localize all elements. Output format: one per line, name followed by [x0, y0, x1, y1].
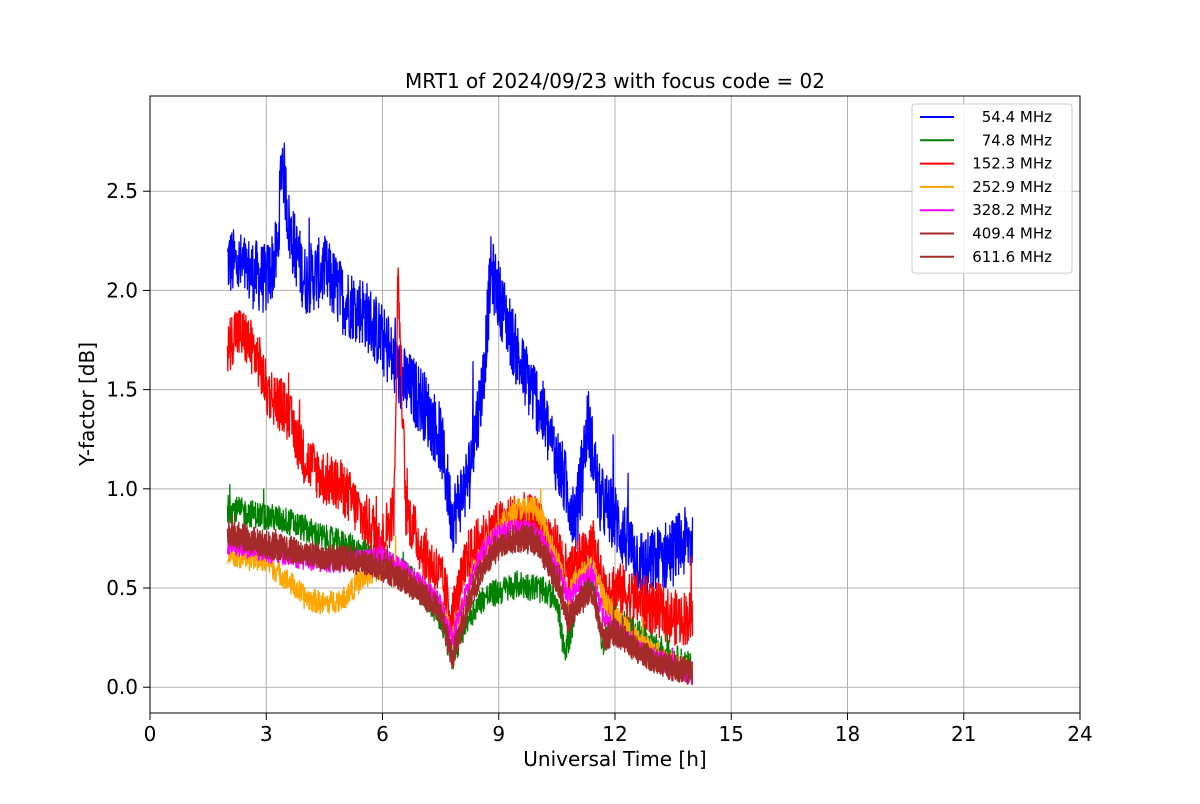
- series-layer: [226, 142, 694, 685]
- y-tick-label: 0.0: [106, 675, 138, 699]
- x-tick-label: 9: [492, 722, 505, 746]
- legend-label: 54.4 MHz: [982, 108, 1052, 126]
- x-tick-label: 24: [1067, 722, 1092, 746]
- x-tick-label: 6: [376, 722, 389, 746]
- x-axis-label: Universal Time [h]: [523, 747, 706, 771]
- legend-label: 152.3 MHz: [972, 155, 1052, 173]
- y-tick-label: 2.5: [106, 179, 138, 203]
- y-tick-label: 1.5: [106, 378, 138, 402]
- legend-box: [911, 103, 1073, 274]
- chart-title: MRT1 of 2024/09/23 with focus code = 02: [405, 69, 825, 93]
- x-tick-label: 21: [951, 722, 976, 746]
- legend-label: 74.8 MHz: [982, 131, 1052, 149]
- x-tick-label: 0: [144, 722, 157, 746]
- legend: 54.4 MHz 74.8 MHz 152.3 MHz 252.9 MHz 328.2 …: [911, 103, 1073, 274]
- y-tick-label: 0.5: [106, 576, 138, 600]
- series-line: [226, 267, 694, 646]
- series-line: [227, 488, 694, 682]
- legend-label: 611.6 MHz: [972, 248, 1052, 266]
- y-axis-label: Y-factor [dB]: [75, 342, 99, 467]
- legend-label: 252.9 MHz: [972, 178, 1052, 196]
- x-tick-label: 18: [835, 722, 860, 746]
- legend-label: 409.4 MHz: [972, 225, 1052, 243]
- y-tick-label: 1.0: [106, 477, 138, 501]
- legend-label: 328.2 MHz: [972, 201, 1052, 219]
- series-line: [226, 524, 694, 685]
- x-tick-label: 3: [260, 722, 273, 746]
- x-tick-label: 12: [602, 722, 627, 746]
- x-tick-label: 15: [719, 722, 744, 746]
- tick-layer: 0 3 6 9 12 15 18 21 24 0.0 0.5 1.0 1.5 2.0 2.5: [106, 179, 1093, 746]
- y-tick-label: 2.0: [106, 278, 138, 302]
- series-line: [226, 142, 694, 597]
